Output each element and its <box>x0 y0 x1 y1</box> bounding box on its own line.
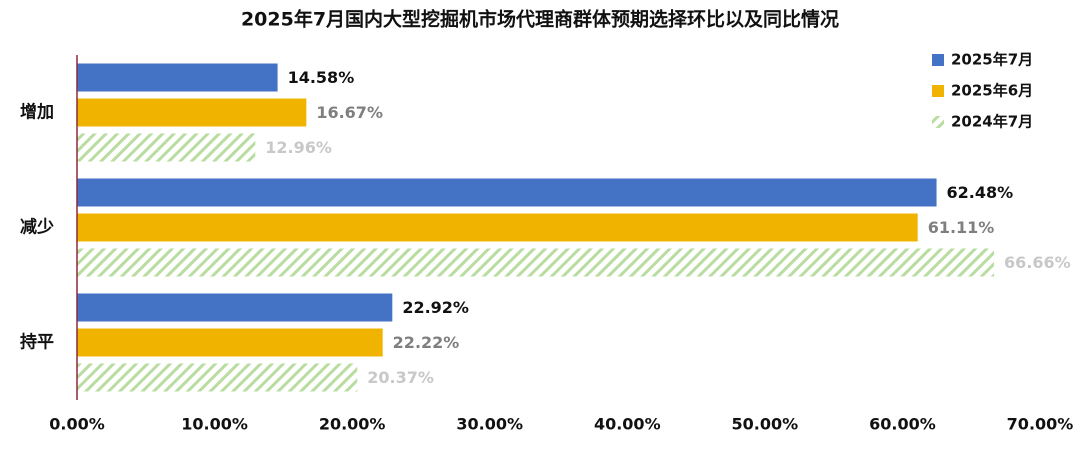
bar <box>77 178 937 207</box>
value-label: 12.96% <box>265 138 332 157</box>
y-tick-label: 增加 <box>20 102 54 123</box>
bar <box>77 63 278 92</box>
legend-label: 2024年7月 <box>951 113 1033 131</box>
value-label: 22.92% <box>402 298 469 317</box>
legend-swatch <box>932 54 944 66</box>
value-label: 14.58% <box>288 68 355 87</box>
bar <box>77 293 393 322</box>
bar <box>77 248 995 277</box>
chart-title: 2025年7月国内大型挖掘机市场代理商群体预期选择环比以及同比情况 <box>241 8 839 31</box>
x-tick-label: 30.00% <box>456 415 523 434</box>
value-label: 20.37% <box>367 368 434 387</box>
value-label: 22.22% <box>393 333 460 352</box>
value-label: 61.11% <box>928 218 995 237</box>
value-label: 16.67% <box>316 103 383 122</box>
bar <box>77 328 383 357</box>
legend-swatch <box>932 85 944 97</box>
legend-label: 2025年7月 <box>951 51 1033 69</box>
x-tick-label: 70.00% <box>1007 415 1074 434</box>
bar <box>77 133 256 162</box>
y-tick-label: 减少 <box>20 217 54 238</box>
x-tick-label: 50.00% <box>732 415 799 434</box>
x-tick-label: 60.00% <box>869 415 936 434</box>
legend-label: 2025年6月 <box>951 82 1033 100</box>
x-tick-label: 0.00% <box>49 415 105 434</box>
bar <box>77 213 918 242</box>
bar <box>77 363 358 392</box>
value-label: 66.66% <box>1004 253 1071 272</box>
legend-swatch <box>932 116 944 128</box>
x-tick-label: 40.00% <box>594 415 661 434</box>
value-label: 62.48% <box>947 183 1014 202</box>
y-tick-label: 持平 <box>20 332 54 353</box>
bar <box>77 98 307 127</box>
x-tick-label: 10.00% <box>181 415 248 434</box>
x-tick-label: 20.00% <box>319 415 386 434</box>
